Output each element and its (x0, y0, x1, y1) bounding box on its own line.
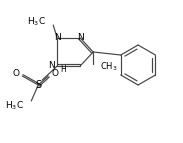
Text: H: H (60, 64, 66, 74)
Text: H$_3$C: H$_3$C (27, 16, 46, 28)
Text: N: N (54, 33, 61, 42)
Text: H$_3$C: H$_3$C (5, 100, 24, 112)
Text: O: O (12, 68, 19, 78)
Text: S: S (35, 80, 41, 90)
Text: O: O (51, 68, 58, 78)
Text: N: N (48, 61, 55, 70)
Text: N: N (77, 33, 84, 42)
Text: CH$_3$: CH$_3$ (100, 61, 118, 73)
